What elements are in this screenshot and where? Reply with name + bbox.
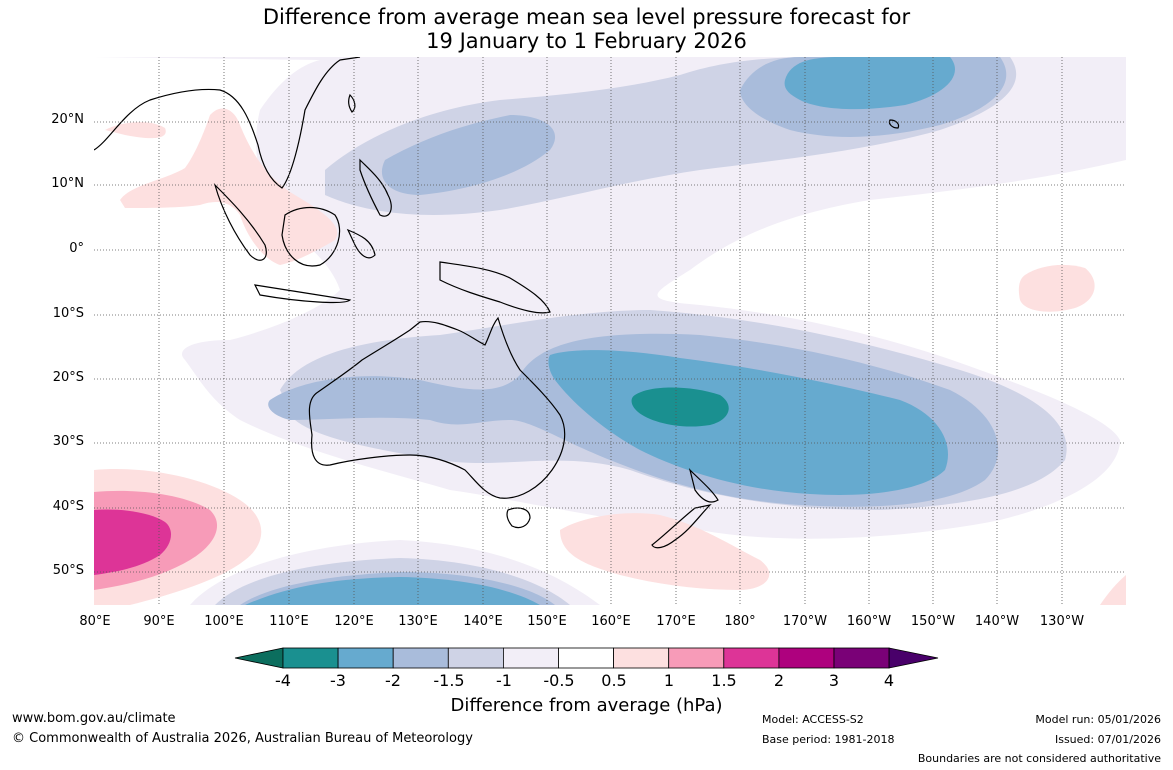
- lat-label-10s: 10°S: [52, 306, 84, 321]
- australia-coast: [308, 316, 566, 499]
- asia-coast: [94, 57, 361, 189]
- colorbar-extend-low: [234, 647, 284, 669]
- base-period-text: Base period: 1981-2018: [762, 733, 895, 746]
- philippines-coast: [359, 158, 392, 217]
- lat-label-10n: 10°N: [51, 176, 84, 191]
- colorbar-bin: [613, 647, 670, 669]
- website-text: www.bom.gov.au/climate: [12, 711, 176, 726]
- colorbar: [234, 647, 939, 669]
- colorbar-tick: -3: [330, 671, 346, 690]
- colorbar-tick: -1: [496, 671, 512, 690]
- colorbar-tick: 1.5: [711, 671, 737, 690]
- colorbar-tick: -0.5: [543, 671, 575, 690]
- contour-minus-2: [245, 57, 955, 605]
- lon-label-170e: 170°E: [656, 614, 696, 629]
- colorbar-bin: [282, 647, 339, 669]
- lon-label-80e: 80°E: [79, 614, 111, 629]
- lon-label-180: 180°: [724, 614, 756, 629]
- new-zealand-coast: [651, 468, 719, 549]
- lon-label-140w: 140°W: [974, 614, 1020, 629]
- new-guinea-coast: [439, 261, 551, 314]
- lon-label-90e: 90°E: [143, 614, 175, 629]
- lon-label-130e: 130°E: [398, 614, 438, 629]
- tasmania-coast: [506, 507, 531, 529]
- colorbar-bin: [833, 647, 890, 669]
- borneo-coast: [281, 206, 341, 267]
- lat-label-30s: 30°S: [52, 434, 84, 449]
- colorbar-title: Difference from average (hPa): [450, 695, 723, 716]
- lon-label-160w: 160°W: [846, 614, 892, 629]
- lat-label-20s: 20°S: [52, 370, 84, 385]
- lon-label-110e: 110°E: [269, 614, 309, 629]
- contour-minus-3: [631, 387, 729, 427]
- lon-label-150e: 150°E: [527, 614, 567, 629]
- lat-label-20n: 20°N: [51, 112, 84, 127]
- colorbar-bin: [723, 647, 780, 669]
- model-run-text: Model run: 05/01/2026: [1035, 713, 1161, 726]
- graticule: [94, 57, 1126, 605]
- lat-label-50s: 50°S: [52, 563, 84, 578]
- model-text: Model: ACCESS-S2: [762, 713, 864, 726]
- contour-plus-1.5: [94, 509, 172, 575]
- lon-label-140e: 140°E: [463, 614, 503, 629]
- java-coast: [253, 284, 352, 304]
- colorbar-tick: 4: [883, 671, 895, 690]
- lon-label-100e: 100°E: [204, 614, 244, 629]
- issued-text: Issued: 07/01/2026: [1054, 733, 1161, 746]
- lon-label-130w: 130°W: [1039, 614, 1085, 629]
- colorbar-tick: -1.5: [433, 671, 465, 690]
- colorbar-tick: 3: [828, 671, 840, 690]
- colorbar-tick: 1: [663, 671, 675, 690]
- lon-label-160e: 160°E: [591, 614, 631, 629]
- title-line-1: Difference from average mean sea level p…: [262, 5, 911, 29]
- colorbar-tick: -4: [275, 671, 291, 690]
- colorbar-bin: [778, 647, 835, 669]
- colorbar-bin: [447, 647, 504, 669]
- lon-label-150w: 150°W: [910, 614, 956, 629]
- disclaimer-text: Boundaries are not considered authoritat…: [917, 752, 1161, 765]
- colorbar-tick: 0.5: [601, 671, 627, 690]
- lat-label-0: 0°: [69, 241, 84, 256]
- colorbar-bin: [502, 647, 559, 669]
- copyright-text: © Commonwealth of Australia 2026, Austra…: [12, 731, 473, 746]
- colorbar-tick: -2: [385, 671, 401, 690]
- coastlines: [94, 57, 900, 549]
- colorbar-bin: [337, 647, 394, 669]
- lon-label-120e: 120°E: [334, 614, 374, 629]
- colorbar-extend-high: [888, 647, 939, 669]
- colorbar-bin: [668, 647, 725, 669]
- sumatra-coast: [213, 182, 267, 261]
- lat-label-40s: 40°S: [52, 499, 84, 514]
- colorbar-bin: [558, 647, 614, 669]
- taiwan-coast: [348, 93, 356, 113]
- colorbar-tick: 2: [773, 671, 785, 690]
- title-line-2: 19 January to 1 February 2026: [426, 29, 747, 53]
- hawaii-coast: [888, 119, 900, 129]
- lon-label-170w: 170°W: [782, 614, 828, 629]
- colorbar-bin: [392, 647, 449, 669]
